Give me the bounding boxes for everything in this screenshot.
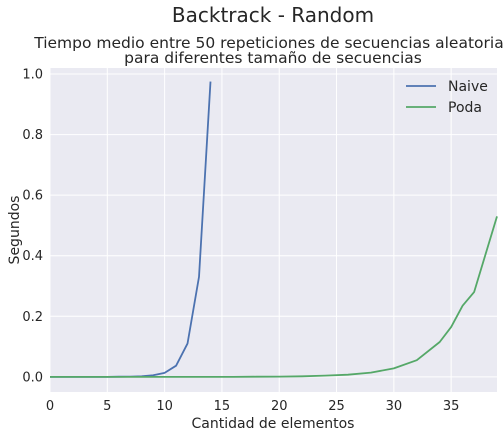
x-tick-labels: 0 5 10 15 20 25 30 35 xyxy=(46,399,460,414)
y-axis-label: Segundos xyxy=(7,196,23,265)
chart-title-line-1: Tiempo medio entre 50 repeticiones de se… xyxy=(33,34,503,52)
figure-suptitle: Backtrack - Random xyxy=(172,3,374,27)
x-tick-label: 10 xyxy=(156,399,173,414)
legend-label-naive: Naive xyxy=(448,79,488,95)
chart-title-line-2: para diferentes tamaño de secuencias xyxy=(124,49,422,67)
x-tick-label: 20 xyxy=(271,399,288,414)
legend-label-poda: Poda xyxy=(448,100,482,116)
plot-area xyxy=(50,68,497,392)
y-tick-label: 0.2 xyxy=(22,310,43,325)
series-lines xyxy=(50,81,498,378)
x-tick-label: 5 xyxy=(103,399,111,414)
x-tick-label: 0 xyxy=(46,399,54,414)
y-tick-label: 0.6 xyxy=(22,189,43,204)
x-tick-label: 30 xyxy=(386,399,403,414)
x-axis-label: Cantidad de elementos xyxy=(192,416,355,432)
legend: Naive Poda xyxy=(406,79,488,116)
y-tick-label: 1.0 xyxy=(22,68,43,83)
y-tick-label: 0.0 xyxy=(22,370,43,385)
x-tick-label: 35 xyxy=(443,399,460,414)
x-tick-label: 15 xyxy=(214,399,231,414)
x-tick-label: 25 xyxy=(328,399,345,414)
y-tick-label: 0.8 xyxy=(22,128,43,143)
y-tick-label: 0.4 xyxy=(22,249,43,264)
series-line-poda xyxy=(50,216,498,378)
y-tick-labels: 0.0 0.2 0.4 0.6 0.8 1.0 xyxy=(22,68,43,386)
